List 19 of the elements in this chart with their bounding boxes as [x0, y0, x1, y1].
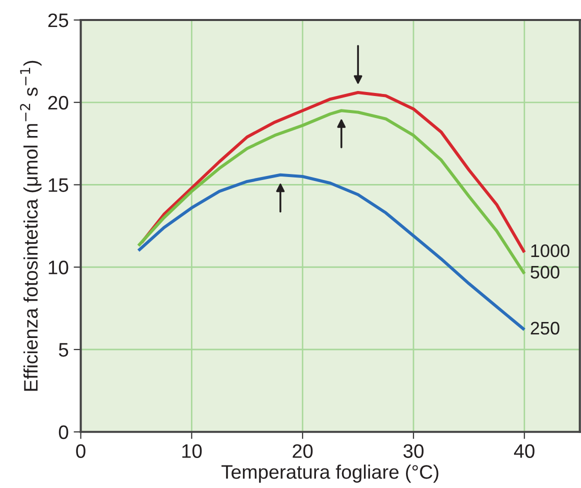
- line-series: [136, 109, 526, 276]
- x-tick-label: 40: [514, 444, 534, 458]
- series-label: 1000: [531, 244, 570, 258]
- x-tick-label: 0: [76, 444, 86, 458]
- y-tick-label: 25: [48, 13, 68, 28]
- x-tick-label: 10: [182, 444, 202, 458]
- x-tick-label: 20: [292, 444, 313, 458]
- y-tick-label: 10: [48, 260, 68, 274]
- line-series: [140, 90, 526, 254]
- y-tick-label: 0: [58, 425, 68, 440]
- line-series: [136, 173, 526, 332]
- y-tick-label: 15: [48, 178, 68, 192]
- series-label: 250: [530, 322, 560, 335]
- y-axis-title: Efficienza fotosintetica (μmol m$^{−2}$ s$^{−1}$): [20, 60, 42, 391]
- x-axis-title: Temperatura fogliare (°C): [222, 464, 438, 483]
- y-tick-label: 20: [48, 96, 68, 110]
- y-tick-label: 5: [58, 343, 68, 357]
- series-label: 500: [530, 266, 560, 279]
- x-tick-label: 30: [403, 444, 424, 458]
